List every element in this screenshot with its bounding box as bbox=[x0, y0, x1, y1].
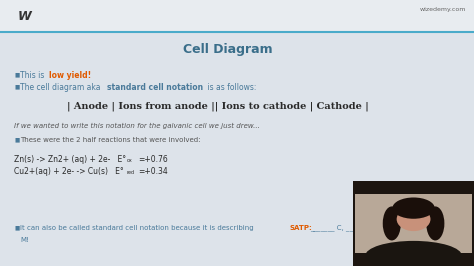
Text: =+0.76: =+0.76 bbox=[138, 155, 168, 164]
Bar bbox=[0, 0, 474, 32]
Text: Cell Diagram: Cell Diagram bbox=[182, 44, 273, 56]
Ellipse shape bbox=[397, 207, 430, 231]
Text: SATP:: SATP: bbox=[290, 225, 313, 231]
Text: ox: ox bbox=[127, 159, 133, 164]
Text: Zn(s) -> Zn2+ (aq) + 2e-   E°: Zn(s) -> Zn2+ (aq) + 2e- E° bbox=[14, 155, 126, 164]
Text: wizedemy.com: wizedemy.com bbox=[419, 7, 466, 13]
Text: ■: ■ bbox=[14, 85, 19, 89]
Ellipse shape bbox=[426, 206, 445, 240]
Text: | Anode | Ions from anode || Ions to cathode | Cathode |: | Anode | Ions from anode || Ions to cat… bbox=[67, 101, 369, 111]
Bar bbox=[355, 194, 472, 253]
Text: It can also be called standard cell notation because it is describing: It can also be called standard cell nota… bbox=[20, 225, 256, 231]
Text: standard cell notation: standard cell notation bbox=[107, 82, 203, 92]
Text: These were the 2 half reactions that were involved:: These were the 2 half reactions that wer… bbox=[20, 137, 201, 143]
Text: Cu2+(aq) + 2e- -> Cu(s)   E°: Cu2+(aq) + 2e- -> Cu(s) E° bbox=[14, 167, 124, 176]
Ellipse shape bbox=[392, 197, 435, 219]
Text: If we wanted to write this notation for the galvanic cell we just drew...: If we wanted to write this notation for … bbox=[14, 123, 260, 129]
Text: W: W bbox=[18, 10, 32, 23]
Text: _______ C, ______ atm: _______ C, ______ atm bbox=[310, 225, 383, 231]
Ellipse shape bbox=[365, 241, 462, 266]
Text: ■: ■ bbox=[14, 138, 19, 143]
Text: This is: This is bbox=[20, 70, 47, 80]
Text: =+0.34: =+0.34 bbox=[138, 167, 168, 176]
Text: ■: ■ bbox=[14, 73, 19, 77]
Text: The cell diagram aka: The cell diagram aka bbox=[20, 82, 103, 92]
Text: low yield!: low yield! bbox=[49, 70, 91, 80]
Bar bbox=[353, 181, 474, 266]
Text: red: red bbox=[127, 171, 135, 176]
Text: M!: M! bbox=[20, 237, 29, 243]
Ellipse shape bbox=[383, 206, 401, 240]
Text: is as follows:: is as follows: bbox=[205, 82, 256, 92]
Text: ■: ■ bbox=[14, 226, 19, 231]
